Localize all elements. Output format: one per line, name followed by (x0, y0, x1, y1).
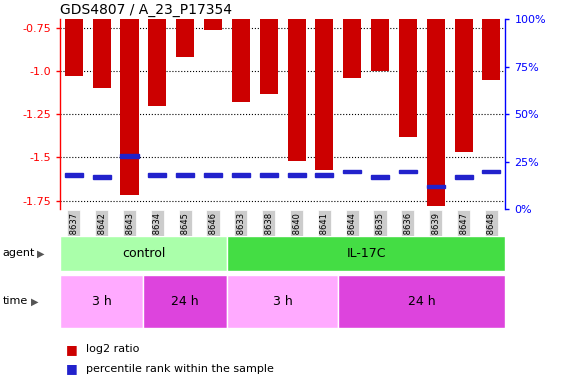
Bar (338, 275, 505, 328)
Bar (176, 173, 194, 177)
Text: ▶: ▶ (31, 296, 39, 306)
Bar (148, 173, 166, 177)
Bar (120, 154, 139, 158)
Text: GDS4807 / A_23_P17354: GDS4807 / A_23_P17354 (60, 3, 232, 17)
Bar (93, 175, 111, 179)
Bar (288, 173, 305, 177)
Text: ■: ■ (66, 343, 78, 356)
Bar (399, 170, 417, 173)
Bar (343, 0, 361, 78)
Text: time: time (3, 296, 28, 306)
Bar (427, 0, 445, 206)
Bar (232, 0, 250, 102)
Bar (260, 173, 278, 177)
Text: ▶: ▶ (37, 248, 45, 258)
Bar (427, 185, 445, 188)
Bar (232, 173, 250, 177)
Bar (399, 0, 417, 137)
Bar (482, 0, 500, 80)
Bar (315, 173, 333, 177)
Bar (371, 175, 389, 179)
Text: 3 h: 3 h (92, 295, 111, 308)
Bar (148, 0, 166, 106)
Text: 24 h: 24 h (171, 295, 199, 308)
Text: agent: agent (3, 248, 35, 258)
Bar (60, 236, 227, 271)
Bar (455, 0, 473, 152)
Bar (343, 170, 361, 173)
Bar (260, 0, 278, 94)
Bar (227, 236, 505, 271)
Text: control: control (122, 247, 165, 260)
Bar (176, 0, 194, 57)
Text: percentile rank within the sample: percentile rank within the sample (86, 364, 274, 374)
Text: IL-17C: IL-17C (347, 247, 386, 260)
Bar (288, 0, 305, 161)
Bar (143, 275, 227, 328)
Bar (315, 0, 333, 170)
Bar (65, 173, 83, 177)
Bar (371, 0, 389, 71)
Bar (455, 175, 473, 179)
Bar (482, 170, 500, 173)
Text: 3 h: 3 h (273, 295, 292, 308)
Bar (60, 275, 143, 328)
Text: ■: ■ (66, 362, 78, 375)
Bar (204, 0, 222, 30)
Bar (93, 0, 111, 88)
Text: 24 h: 24 h (408, 295, 436, 308)
Bar (204, 173, 222, 177)
Text: log2 ratio: log2 ratio (86, 344, 139, 354)
Bar (65, 0, 83, 76)
Bar (120, 0, 139, 195)
Bar (227, 275, 338, 328)
